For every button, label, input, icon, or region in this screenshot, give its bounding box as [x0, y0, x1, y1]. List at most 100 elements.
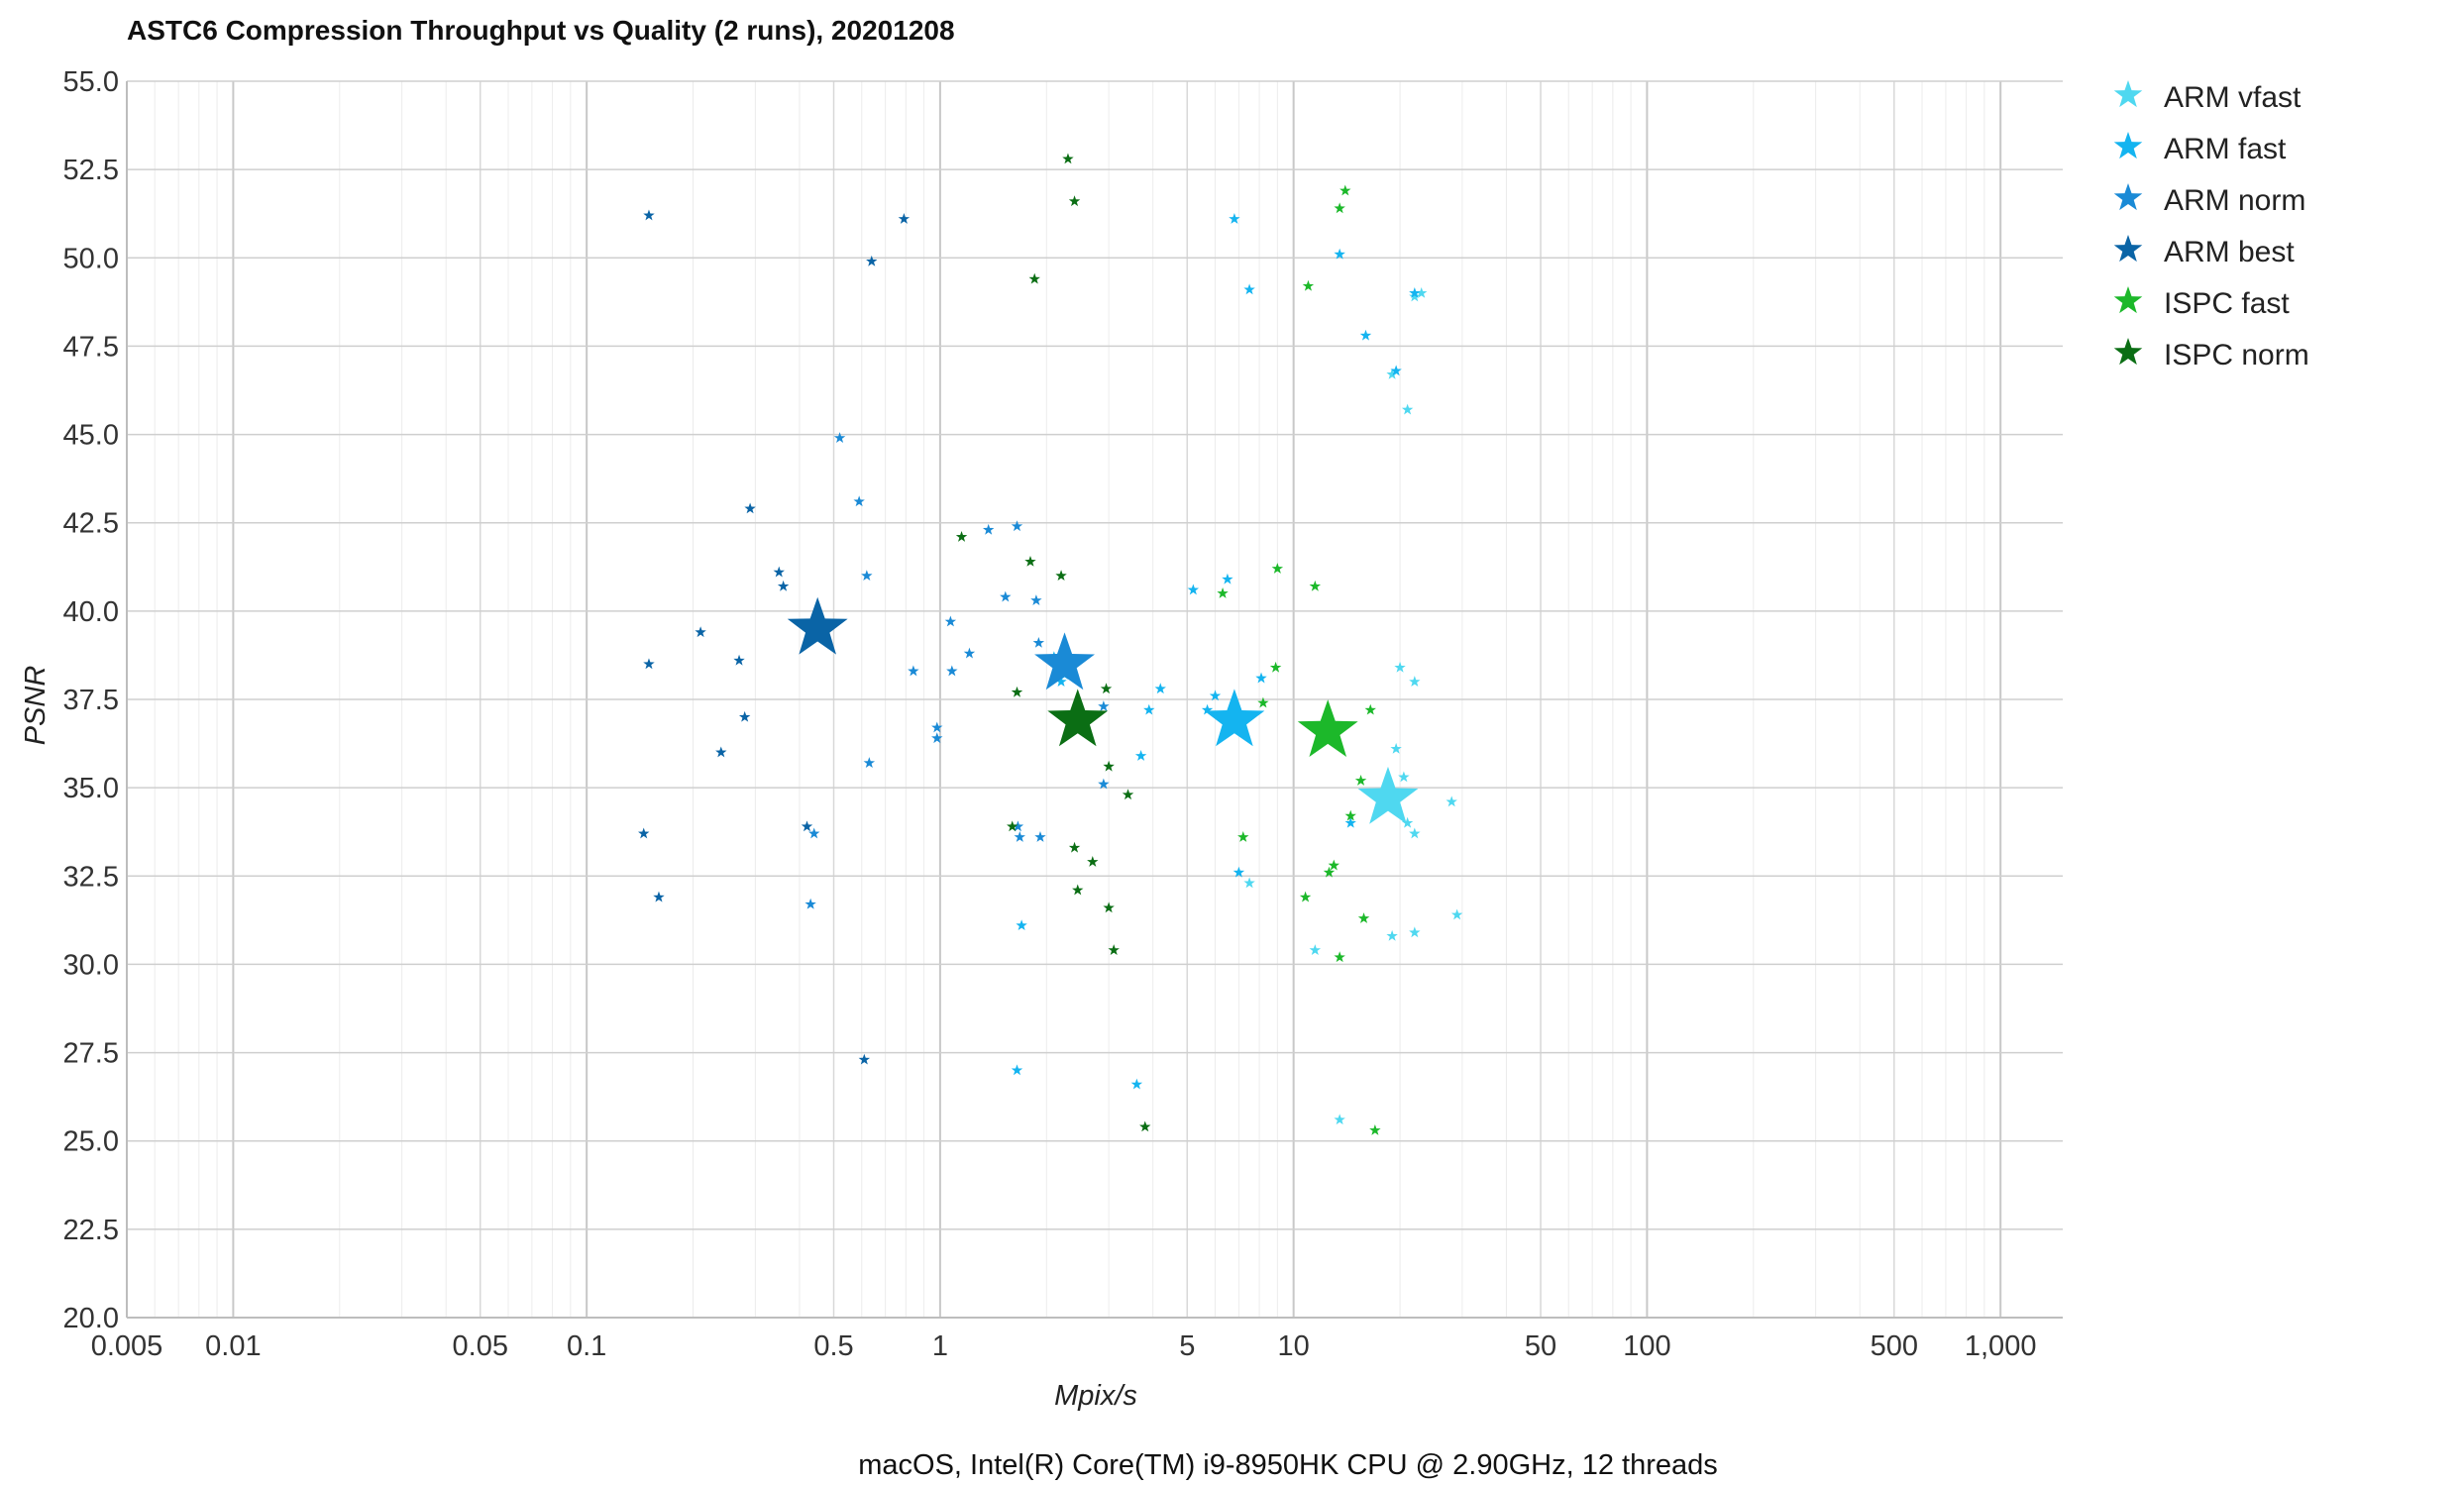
data-point-star [1014, 831, 1025, 842]
legend-label: ISPC fast [2164, 287, 2290, 320]
data-point-star [1130, 1078, 1143, 1090]
data-point-star [1299, 891, 1312, 902]
x-tick-label: 0.01 [205, 1330, 261, 1362]
x-tick-label: 500 [1871, 1330, 1918, 1362]
data-point-star [1232, 866, 1245, 878]
data-point-star [733, 654, 745, 666]
data-point-star [1034, 831, 1046, 842]
data-point-star [1209, 690, 1222, 701]
data-point-star [715, 746, 727, 758]
y-tick-label: 22.5 [63, 1215, 119, 1246]
legend-star-icon [2113, 286, 2143, 314]
data-point-star [1409, 286, 1421, 298]
legend-label: ARM fast [2164, 133, 2287, 165]
x-tick-label: 0.5 [813, 1330, 853, 1362]
data-point-star [955, 530, 968, 542]
x-tick-label: 100 [1623, 1330, 1670, 1362]
series-mean-star [787, 596, 848, 655]
data-point-star [1401, 403, 1414, 415]
data-point-star [1011, 520, 1023, 532]
scatter-points [638, 153, 1463, 1135]
data-point-star [1401, 816, 1414, 828]
y-tick-label: 52.5 [63, 155, 119, 186]
data-point-star [1087, 856, 1099, 867]
data-point-star [1143, 703, 1155, 715]
data-point-star [1068, 195, 1081, 207]
y-tick-label: 20.0 [63, 1303, 119, 1334]
series-mean-star [1204, 689, 1265, 747]
data-point-star [1068, 841, 1081, 853]
legend-star-icon [2113, 80, 2143, 108]
data-point-star [773, 566, 785, 578]
data-point-star [638, 827, 650, 839]
legend-star-icon [2113, 132, 2143, 159]
data-point-star [1446, 796, 1457, 807]
data-point-star [1072, 884, 1084, 896]
data-point-star [853, 495, 865, 507]
series-mean-star [1357, 766, 1419, 824]
data-point-star [1309, 944, 1322, 956]
data-point-star [858, 1053, 871, 1065]
data-point-star [1217, 587, 1229, 598]
legend-label: ARM vfast [2164, 81, 2302, 114]
data-point-star [1201, 703, 1214, 715]
data-point-star [801, 820, 813, 832]
data-point-star [1334, 1114, 1345, 1125]
data-point-star [1257, 696, 1269, 708]
x-tick-label: 0.005 [91, 1330, 163, 1362]
legend-star-icon [2113, 183, 2143, 211]
x-tick-label: 5 [1179, 1330, 1195, 1362]
data-point-star [1328, 859, 1340, 871]
data-point-star [1357, 912, 1370, 923]
data-point-star [944, 615, 957, 627]
data-point-star [1011, 1064, 1023, 1076]
data-point-star [1098, 700, 1110, 711]
data-point-star [1139, 1120, 1151, 1132]
data-point-star [946, 665, 958, 677]
data-point-star [643, 209, 655, 221]
data-point-star [1028, 272, 1040, 284]
data-point-star [695, 626, 706, 638]
data-point-star [1098, 778, 1110, 790]
data-point-star [1416, 286, 1428, 298]
x-tick-label: 0.1 [567, 1330, 606, 1362]
x-tick-label: 10 [1278, 1330, 1310, 1362]
data-point-star [1386, 368, 1398, 379]
data-point-star [1187, 584, 1200, 595]
y-tick-label: 25.0 [63, 1126, 119, 1158]
y-tick-label: 47.5 [63, 331, 119, 363]
legend-label: ISPC norm [2164, 339, 2309, 372]
y-tick-label: 30.0 [63, 949, 119, 981]
data-point-star [1364, 703, 1376, 715]
data-point-star [866, 255, 878, 266]
data-point-star [1409, 290, 1421, 302]
data-point-star [1394, 661, 1406, 673]
y-tick-label: 55.0 [63, 66, 119, 98]
legend: ARM vfast ARM fast ARM norm ARM best ISPC fa… [2113, 80, 2309, 372]
data-point-star [1108, 944, 1120, 956]
data-point-star [931, 721, 943, 733]
legend-label: ARM norm [2164, 184, 2305, 217]
data-point-star [1334, 951, 1345, 963]
x-axis-label: Mpix/s [1054, 1380, 1137, 1412]
x-tick-label: 0.05 [453, 1330, 508, 1362]
data-point-star [1409, 926, 1421, 938]
data-point-star [1334, 202, 1345, 214]
data-point-star [1100, 683, 1113, 694]
axes: 0.005 0.01 0.05 0.1 0.5 1 5 10 50 100 500 1,000 20.0… [63, 66, 2063, 1362]
data-point-star [963, 647, 976, 659]
data-point-star [861, 570, 873, 582]
data-point-star [744, 502, 756, 514]
data-point-star [1055, 570, 1067, 582]
data-point-star [1359, 329, 1372, 341]
x-tick-label: 1 [932, 1330, 948, 1362]
data-point-star [653, 891, 665, 902]
chart-subtitle: macOS, Intel(R) Core(TM) i9-8950HK CPU @… [858, 1449, 1718, 1481]
legend-label: ARM best [2164, 236, 2295, 268]
series-mean-star [1034, 632, 1095, 690]
series-mean-star [1297, 699, 1358, 757]
data-point-star [1030, 594, 1042, 606]
data-point-star [931, 732, 943, 744]
data-point-star [1154, 683, 1166, 694]
legend-star-icon [2113, 338, 2143, 366]
